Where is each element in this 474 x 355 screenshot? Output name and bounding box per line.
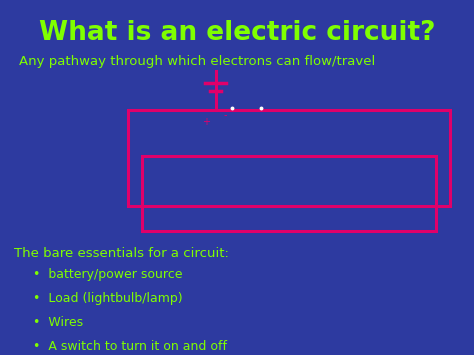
Text: +: + [202, 118, 210, 127]
Text: The bare essentials for a circuit:: The bare essentials for a circuit: [14, 247, 229, 260]
Text: •  battery/power source: • battery/power source [33, 268, 182, 281]
Text: What is an electric circuit?: What is an electric circuit? [39, 20, 435, 45]
Text: Any pathway through which electrons can flow/travel: Any pathway through which electrons can … [19, 55, 375, 68]
Text: •  Wires: • Wires [33, 316, 83, 329]
Text: •  A switch to turn it on and off: • A switch to turn it on and off [33, 340, 227, 354]
Text: -: - [223, 110, 227, 120]
Bar [142, 156, 436, 231]
Text: •  Load (lightbulb/lamp): • Load (lightbulb/lamp) [33, 292, 183, 305]
Bar [128, 110, 450, 206]
